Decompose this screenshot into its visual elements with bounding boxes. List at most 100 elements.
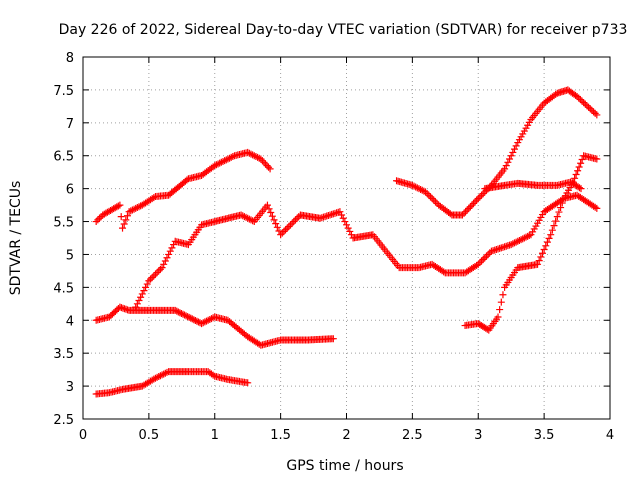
data-point bbox=[161, 369, 169, 377]
data-point bbox=[150, 272, 158, 280]
x-tick-label: 1.5 bbox=[270, 428, 291, 443]
data-point bbox=[415, 185, 423, 193]
data-point bbox=[580, 99, 588, 107]
data-point bbox=[586, 105, 594, 113]
data-point bbox=[199, 319, 207, 327]
data-point bbox=[510, 145, 518, 153]
data-point bbox=[481, 254, 489, 262]
data-point bbox=[338, 211, 346, 219]
data-point bbox=[410, 182, 418, 190]
data-point bbox=[229, 153, 237, 161]
data-point bbox=[249, 217, 257, 225]
data-point bbox=[216, 159, 224, 167]
x-tick-label: 4 bbox=[606, 428, 614, 443]
data-point bbox=[187, 314, 195, 322]
x-tick-label: 0.5 bbox=[139, 428, 160, 443]
data-point bbox=[462, 208, 470, 216]
data-point bbox=[525, 232, 533, 240]
y-tick-label: 7 bbox=[66, 117, 74, 132]
data-point bbox=[158, 264, 166, 272]
data-point bbox=[166, 247, 174, 255]
data-point bbox=[214, 160, 222, 168]
data-point bbox=[123, 212, 131, 220]
data-point bbox=[540, 246, 548, 254]
data-point bbox=[160, 370, 168, 378]
data-point bbox=[471, 198, 479, 206]
data-point bbox=[422, 188, 430, 196]
data-point bbox=[552, 217, 560, 225]
y-tick-label: 7.5 bbox=[53, 84, 74, 99]
data-point bbox=[466, 203, 474, 211]
data-point bbox=[465, 204, 473, 212]
data-point bbox=[244, 379, 252, 387]
data-point bbox=[428, 195, 436, 203]
data-point bbox=[227, 153, 235, 161]
data-point bbox=[548, 226, 556, 234]
data-point bbox=[293, 214, 301, 222]
data-point bbox=[168, 244, 176, 252]
data-point bbox=[478, 257, 486, 265]
data-point bbox=[165, 250, 173, 258]
series-track-7 bbox=[481, 178, 585, 193]
data-point bbox=[555, 208, 563, 216]
data-point bbox=[282, 226, 290, 234]
data-point bbox=[470, 199, 478, 207]
data-point bbox=[128, 206, 136, 214]
data-point bbox=[344, 224, 352, 232]
data-point bbox=[148, 273, 156, 281]
data-point bbox=[577, 185, 585, 193]
data-point bbox=[542, 242, 550, 250]
data-point bbox=[226, 154, 234, 162]
data-point bbox=[468, 201, 476, 209]
data-point bbox=[122, 216, 130, 224]
data-point bbox=[581, 100, 589, 108]
data-point bbox=[156, 265, 164, 273]
y-tick-label: 5.5 bbox=[53, 216, 74, 231]
data-point bbox=[514, 237, 522, 245]
data-point bbox=[203, 317, 211, 325]
data-point bbox=[179, 310, 187, 318]
data-point bbox=[550, 222, 558, 230]
y-tick-label: 3.5 bbox=[53, 347, 74, 362]
data-point bbox=[482, 252, 490, 260]
data-point bbox=[510, 239, 518, 247]
data-point bbox=[184, 313, 192, 321]
data-point bbox=[512, 142, 520, 150]
data-point bbox=[161, 257, 169, 265]
data-point bbox=[515, 236, 523, 244]
data-point bbox=[125, 208, 133, 216]
data-point bbox=[418, 186, 426, 194]
data-point bbox=[272, 220, 280, 228]
data-point bbox=[116, 201, 124, 209]
data-point bbox=[151, 270, 159, 278]
data-point bbox=[547, 231, 555, 239]
data-point bbox=[257, 155, 265, 163]
y-tick-label: 4 bbox=[66, 314, 74, 329]
data-point bbox=[339, 214, 347, 222]
data-point bbox=[499, 291, 507, 299]
data-point bbox=[198, 320, 206, 328]
data-point bbox=[209, 371, 217, 379]
data-point bbox=[343, 221, 350, 229]
data-point bbox=[240, 213, 248, 221]
data-point bbox=[412, 183, 420, 191]
data-point bbox=[163, 368, 171, 376]
data-point bbox=[474, 260, 482, 268]
data-point bbox=[278, 229, 286, 237]
data-point bbox=[222, 156, 230, 164]
y-tick-label: 8 bbox=[66, 51, 74, 66]
data-point bbox=[191, 316, 199, 324]
series-track-3 bbox=[92, 148, 274, 232]
data-point bbox=[473, 196, 481, 204]
data-point bbox=[181, 311, 189, 319]
data-point bbox=[270, 216, 278, 224]
data-point bbox=[575, 163, 583, 171]
data-point bbox=[506, 155, 514, 163]
data-point bbox=[194, 318, 202, 326]
data-point bbox=[147, 275, 155, 283]
data-point bbox=[173, 307, 181, 315]
data-point bbox=[249, 151, 257, 159]
data-point bbox=[283, 224, 291, 232]
data-point bbox=[174, 308, 182, 316]
data-point bbox=[575, 94, 583, 102]
